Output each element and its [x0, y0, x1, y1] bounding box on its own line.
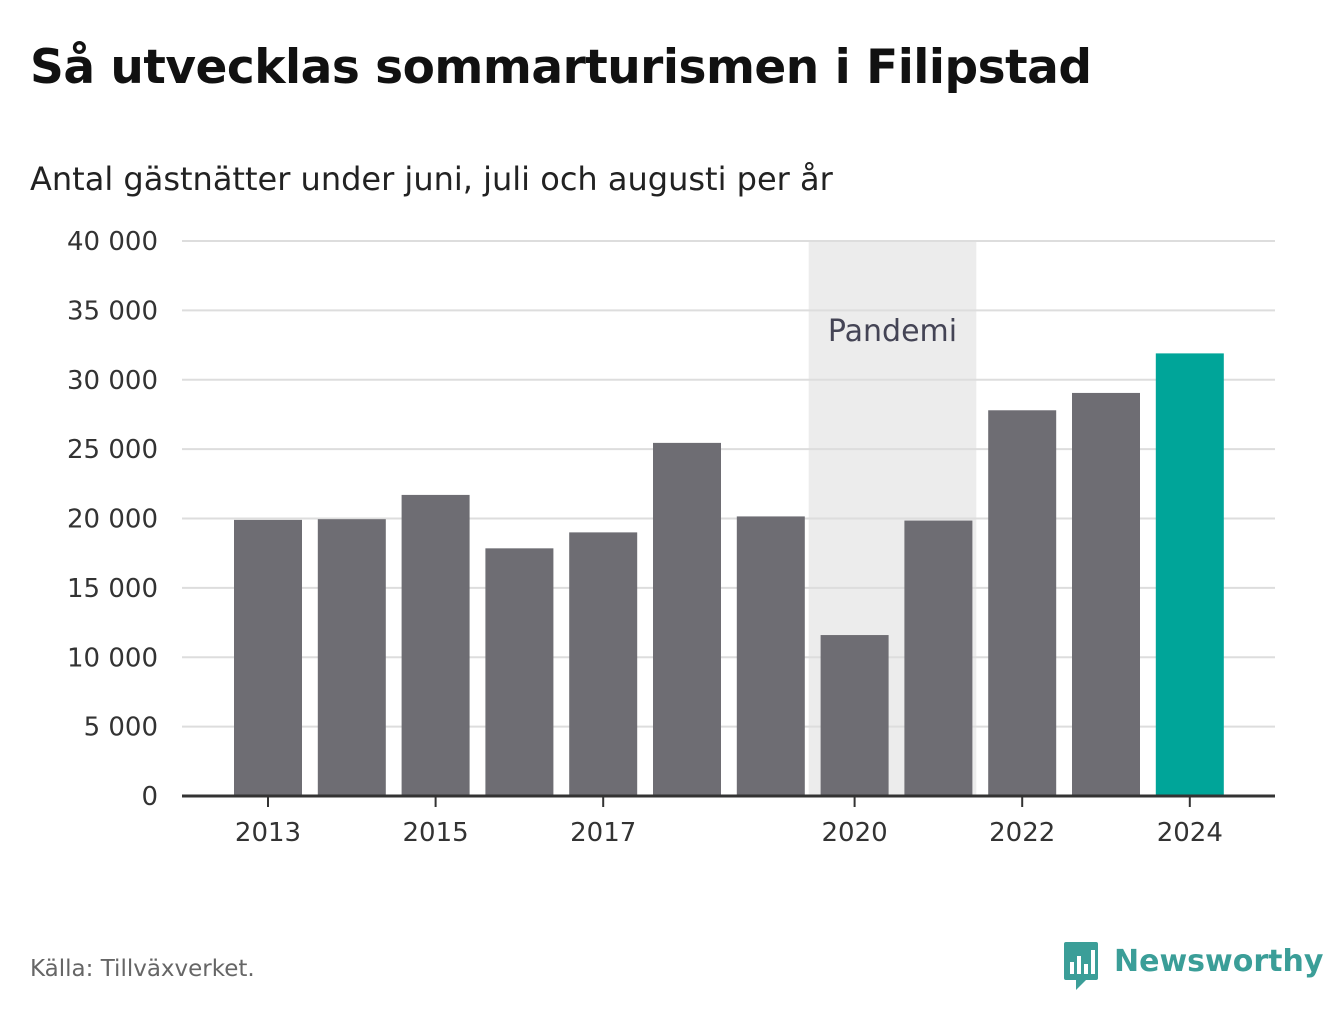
x-tick-label: 2013: [235, 818, 301, 848]
source-note: Källa: Tillväxverket.: [30, 956, 255, 982]
y-tick-label: 15 000: [67, 574, 158, 604]
bar-2017: [569, 532, 638, 796]
chart-subtitle: Antal gästnätter under juni, juli och au…: [30, 160, 833, 198]
annotations: Pandemi: [828, 314, 957, 349]
bar-2023: [1072, 392, 1140, 796]
y-tick-label: 30 000: [67, 366, 158, 396]
bar-2018: [653, 442, 721, 796]
x-axis-labels: 2013 2015 2017 2020 2022 2024: [235, 818, 1223, 848]
x-tick-label: 2017: [570, 818, 636, 848]
bar-2015: [401, 494, 470, 796]
annotation-label: Pandemi: [828, 314, 957, 349]
y-tick-label: 5 000: [84, 713, 158, 743]
bar-2019: [736, 516, 805, 796]
x-tick-label: 2020: [822, 818, 888, 848]
brand-logo: Newsworthy: [1062, 940, 1323, 992]
bar-2020: [820, 635, 889, 796]
x-tick-label: 2022: [989, 818, 1055, 848]
y-tick-label: 20 000: [67, 505, 158, 535]
bars: [234, 353, 1224, 796]
bar-2016: [485, 548, 554, 796]
bar-2024: [1155, 353, 1224, 796]
newsworthy-logo-icon: [1064, 942, 1098, 990]
chart-title: Så utvecklas sommarturismen i Filipstad: [30, 40, 1092, 95]
x-tick-label: 2015: [403, 818, 469, 848]
bar-2022: [988, 410, 1057, 796]
y-tick-label: 35 000: [67, 296, 158, 326]
y-tick-label: 25 000: [67, 435, 158, 465]
y-tick-label: 0: [141, 782, 158, 812]
brand-name: Newsworthy: [1114, 944, 1324, 979]
x-tick-label: 2024: [1157, 818, 1223, 848]
bar-2013: [234, 519, 302, 796]
bar-2021: [904, 520, 973, 796]
bar-2014: [317, 519, 386, 796]
y-tick-label: 40 000: [67, 227, 158, 257]
y-axis-labels: 0 5 000 10 000 15 000 20 000 25 000 30 000 35 0…: [67, 227, 158, 812]
x-axis: [182, 794, 1275, 807]
y-tick-label: 10 000: [67, 643, 158, 673]
